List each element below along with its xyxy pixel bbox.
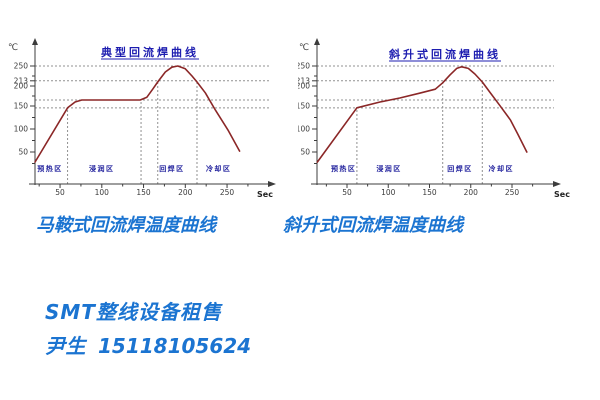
x-tick-label: 250 (220, 188, 235, 197)
y-axis-arrow-icon (32, 38, 38, 45)
zone-label: 回焊区 (447, 164, 473, 173)
y-tick-label: 213 (298, 76, 310, 85)
contact-phone: 15118105624 (98, 334, 252, 358)
zone-label: 冷却区 (489, 164, 515, 173)
y-tick-label: 213 (14, 76, 29, 85)
y-axis-unit-label: ℃ (299, 43, 309, 53)
y-tick-label: 100 (298, 125, 310, 134)
x-tick-label: 150 (136, 188, 151, 197)
y-tick-label: 250 (298, 62, 310, 71)
x-tick-label: 50 (55, 188, 65, 197)
x-axis-unit-label: Sec (257, 190, 273, 199)
zone-label: 回焊区 (159, 164, 185, 173)
x-tick-label: 100 (381, 188, 396, 197)
contact-name: 尹生 (45, 334, 86, 358)
y-tick-label: 150 (14, 102, 29, 111)
x-axis-unit-label: Sec (554, 190, 570, 199)
y-tick-label: 100 (14, 125, 29, 134)
y-axis-arrow-icon (314, 38, 320, 45)
x-tick-label: 100 (95, 188, 110, 197)
chart-saddle-profile: 50 100 150 200 250 50 100 150 200 213 250 ℃ Sec 典型回流焊… (5, 20, 295, 210)
zone-label: 预热区 (37, 164, 63, 173)
y-tick-label: 250 (14, 62, 29, 71)
x-axis-arrow-icon (268, 181, 276, 187)
zone-label: 浸润区 (376, 164, 402, 173)
reflow-chart-ramp-svg: 50 100 150 200 25050100150200213250℃Sec斜升式回流… (298, 38, 570, 199)
temperature-curve (34, 65, 241, 163)
caption-saddle-curve: 马鞍式回流焊温度曲线 (36, 215, 216, 236)
y-tick-label: 150 (298, 102, 310, 111)
zone-label: 预热区 (331, 164, 357, 173)
x-tick-label: 50 (342, 188, 352, 197)
x-tick-label: 200 (178, 188, 193, 197)
y-tick-label: 50 (18, 148, 28, 157)
x-tick-label: 200 (464, 188, 479, 197)
footer-service-text: SMT整线设备租售 (45, 300, 222, 324)
zone-label: 浸润区 (89, 164, 115, 173)
y-tick-label: 200 (14, 82, 29, 91)
temperature-curve (316, 65, 528, 163)
footer-contact: 尹生 15118105624 (45, 330, 251, 359)
reflow-chart-saddle-svg: 50 100 150 200 25050100150200213250℃Sec典型回流焊… (8, 38, 276, 199)
x-tick-label: 250 (505, 188, 520, 197)
y-tick-label: 200 (298, 82, 310, 91)
y-axis-unit-label: ℃ (8, 43, 18, 53)
x-axis-arrow-icon (553, 181, 561, 187)
x-tick-label: 150 (422, 188, 437, 197)
y-tick-label: 50 (300, 148, 310, 157)
chart-title: 斜升式回流焊曲线 (388, 47, 501, 61)
chart-ramp-profile: 50 100 150 200 250 50 100 150 200 213 250 ℃ Sec 斜升式回流… (298, 20, 590, 210)
caption-ramp-curve: 斜升式回流焊温度曲线 (283, 215, 463, 236)
chart-title: 典型回流焊曲线 (101, 45, 199, 59)
zone-label: 冷却区 (206, 164, 232, 173)
